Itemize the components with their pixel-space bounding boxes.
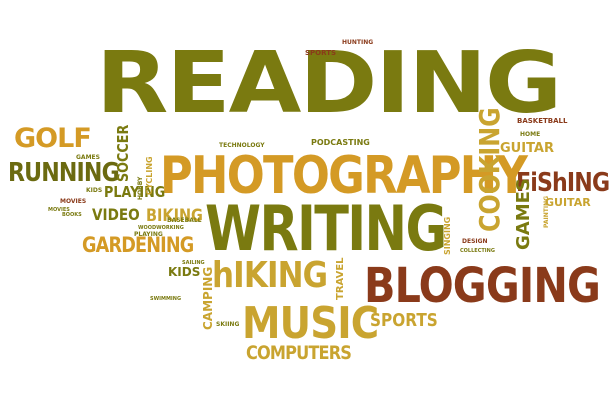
- word-basketball: BASKETBALL: [517, 117, 568, 125]
- word-hunting: HUNTING: [342, 39, 374, 46]
- word-running: RUNNING: [8, 158, 120, 188]
- word-skiing: SKIING: [216, 321, 240, 328]
- word-guitar-1: GUITAR: [500, 141, 554, 156]
- word-cooking: COOKING: [473, 107, 506, 232]
- word-soccer: SOCCER: [114, 124, 132, 182]
- word-cycling: CYCLING: [145, 156, 154, 195]
- word-computers: COMPUTERS: [246, 342, 352, 364]
- word-playing: PLAYING: [104, 183, 166, 201]
- word-games: GAMES: [513, 178, 534, 250]
- word-singing: SINGING: [443, 216, 452, 255]
- word-hobby: HOBBY: [137, 176, 144, 200]
- word-guitar-2: GUITAR: [545, 196, 591, 209]
- word-music: MUSIC: [242, 298, 379, 349]
- word-sports-large: SPORTS: [370, 310, 438, 331]
- word-sports-top: SPORTS: [305, 49, 337, 57]
- word-kids-small: KIDS: [86, 187, 103, 194]
- word-reading: READING: [96, 34, 562, 133]
- word-blogging: BLOGGING: [364, 258, 601, 314]
- word-games-small: GAMES: [76, 154, 100, 161]
- word-writing: WRITING: [205, 192, 447, 265]
- word-biking: BIKING: [146, 206, 203, 226]
- word-painting: PAINTING: [543, 195, 550, 228]
- word-baseball: BASEBALL: [167, 217, 202, 224]
- word-movies: MOVIES: [60, 198, 87, 205]
- word-collecting: COLLECTING: [460, 248, 495, 254]
- word-home: HOME: [520, 131, 541, 138]
- word-swimming: SWIMMING: [150, 296, 182, 302]
- word-books: BOOKS: [62, 212, 82, 218]
- word-gardening: GARDENING: [82, 233, 194, 257]
- word-woodworking: WOODWORKING: [138, 225, 184, 231]
- word-movies-2: MOVIES: [48, 207, 70, 213]
- word-golf: GOLF: [14, 123, 92, 154]
- word-fishing: FiShING: [516, 168, 610, 198]
- word-design: DESIGN: [462, 238, 488, 245]
- word-travel: TRAVEL: [335, 257, 346, 300]
- word-hiking: hIKING: [212, 255, 328, 296]
- word-sailing: SAILING: [182, 260, 205, 266]
- word-video: VIDEO: [92, 205, 140, 224]
- word-technology: TECHNOLOGY: [219, 142, 265, 149]
- word-playing-small: PLAYING: [134, 231, 163, 238]
- word-podcasting: PODCASTING: [311, 138, 370, 147]
- word-photography: PHOTOGRAPHY: [160, 146, 528, 206]
- word-camping: CAMPING: [201, 266, 215, 330]
- word-kids: KIDS: [168, 265, 201, 279]
